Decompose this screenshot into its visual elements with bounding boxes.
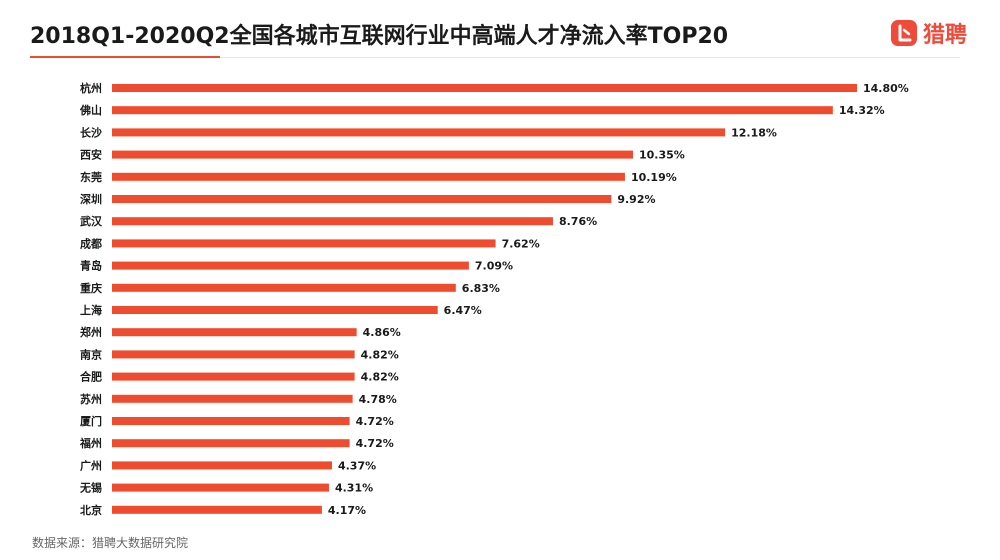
category-label: 西安 (80, 148, 102, 162)
bar-福州 (112, 439, 350, 448)
bar-佛山 (112, 106, 833, 115)
bar-杭州 (112, 84, 857, 92)
value-label: 4.82% (361, 371, 399, 384)
value-label: 4.82% (361, 348, 399, 361)
bar-东莞 (112, 172, 625, 181)
value-label: 12.18% (731, 126, 777, 139)
value-label: 8.76% (559, 215, 597, 228)
value-label: 4.86% (363, 326, 401, 339)
category-label: 深圳 (80, 192, 102, 206)
category-label: 东莞 (80, 170, 102, 184)
value-label: 7.62% (502, 237, 540, 250)
category-label: 苏州 (80, 392, 102, 406)
value-label: 4.31% (335, 482, 373, 495)
value-label: 14.32% (839, 104, 885, 117)
bar-重庆 (112, 283, 456, 292)
value-label: 14.80% (863, 82, 909, 95)
bar-北京 (112, 505, 322, 514)
bar-郑州 (112, 328, 357, 337)
logo-text: 猎聘 (922, 23, 967, 48)
category-label: 佛山 (79, 103, 102, 117)
value-label: 4.78% (359, 393, 397, 406)
bar-厦门 (112, 417, 350, 425)
category-label: 无锡 (79, 481, 102, 495)
category-label: 福州 (79, 436, 102, 450)
category-label: 合肥 (80, 370, 102, 384)
chart-header: 2018Q1-2020Q2全国各城市互联网行业中高端人才净流入率TOP20 猎聘 (0, 0, 1000, 70)
bar-长沙 (112, 128, 726, 137)
value-label: 7.09% (475, 260, 513, 273)
category-label: 杭州 (80, 81, 102, 95)
bar-武汉 (112, 217, 553, 226)
value-label: 10.35% (639, 149, 685, 162)
chart-title: 2018Q1-2020Q2全国各城市互联网行业中高端人才净流入率TOP20 (30, 24, 729, 49)
bar-西安 (112, 150, 633, 159)
liepin-logo-icon (890, 20, 917, 46)
title-divider-accent (30, 56, 220, 58)
bar-深圳 (112, 195, 612, 203)
bar-合肥 (112, 372, 355, 381)
bar-广州 (112, 461, 332, 470)
value-label: 4.72% (356, 437, 394, 450)
value-label: 4.72% (356, 415, 394, 428)
value-label: 6.83% (462, 282, 500, 295)
value-label: 6.47% (444, 304, 482, 317)
bar-苏州 (112, 394, 353, 403)
bar-成都 (112, 239, 496, 248)
category-label: 北京 (80, 503, 102, 517)
category-label: 广州 (80, 458, 102, 472)
bar-chart: 杭州 14.80% 佛山 14.32% 长沙 12.18% 西安 10.35% 东莞 10.19%… (79, 81, 909, 517)
bar-青岛 (112, 261, 469, 270)
bar-无锡 (112, 483, 329, 492)
category-label: 厦门 (80, 414, 102, 428)
title-divider (30, 57, 960, 58)
category-label: 上海 (80, 303, 102, 317)
value-label: 10.19% (631, 171, 677, 184)
value-label: 9.92% (617, 193, 655, 206)
category-label: 武汉 (80, 214, 103, 228)
category-label: 青岛 (80, 259, 102, 273)
category-label: 郑州 (80, 325, 102, 339)
value-label: 4.37% (338, 459, 376, 472)
data-source-note: 数据来源：猎聘大数据研究院 (32, 536, 189, 550)
bar-南京 (112, 350, 355, 359)
category-label: 南京 (80, 347, 102, 361)
category-label: 成都 (80, 236, 102, 250)
bar-上海 (112, 306, 438, 314)
category-label: 重庆 (80, 281, 102, 295)
category-label: 长沙 (80, 125, 102, 139)
value-label: 4.17% (328, 504, 366, 517)
brand-logo: 猎聘 (890, 18, 967, 48)
